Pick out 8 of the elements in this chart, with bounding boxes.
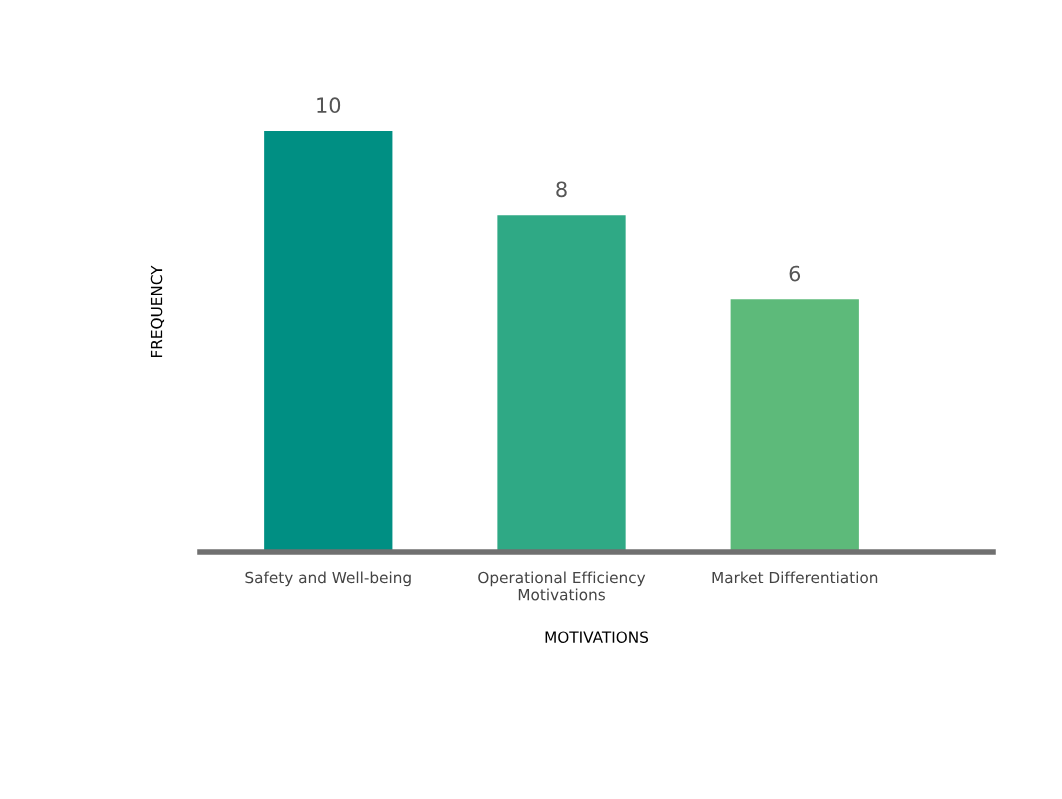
data-label: 10: [317, 97, 341, 114]
data-label: 8: [556, 181, 567, 198]
x-tick-label: Operational Efficiency Motivations: [478, 571, 646, 601]
y-axis-title: FREQUENCY: [150, 265, 165, 358]
x-axis-title: MOTIVATIONS: [545, 631, 649, 643]
x-tick-label: Safety and Well-being: [245, 571, 411, 587]
x-tick-label: Market Differentiation: [712, 571, 878, 584]
data-label: 6: [789, 265, 801, 282]
